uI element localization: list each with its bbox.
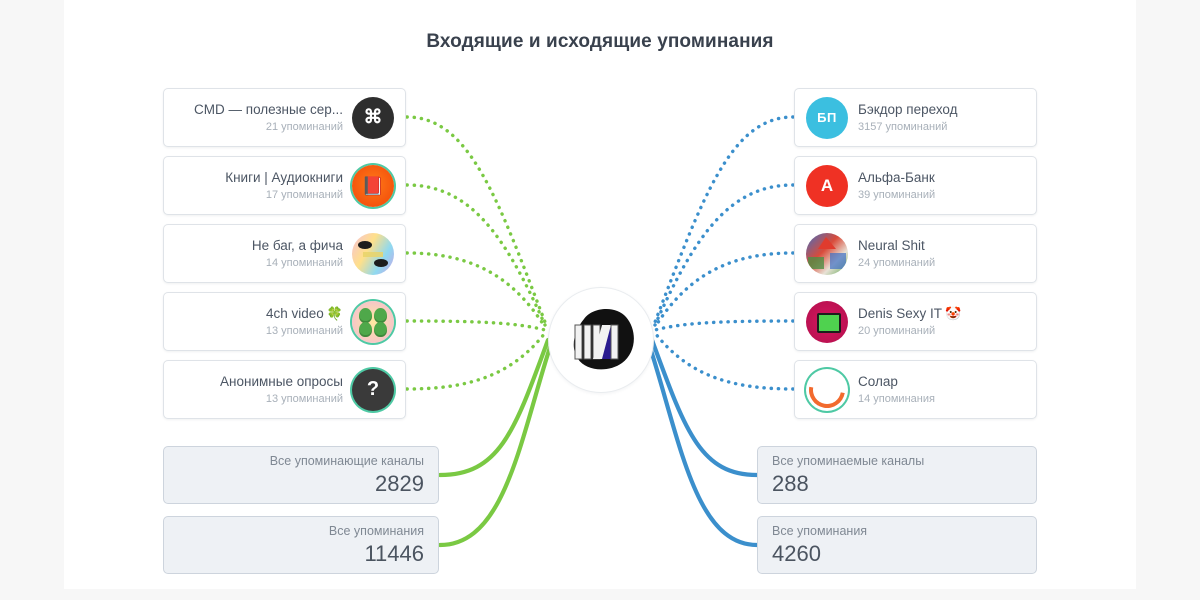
incoming-card-4[interactable]: 4ch video 🍀 13 упоминаний [163, 292, 406, 351]
denis-sexy-it-icon [806, 300, 848, 343]
summary-label: Все упоминания [772, 524, 868, 538]
channel-name: CMD — полезные сер... [194, 101, 343, 117]
channel-name: Denis Sexy IT 🤡 [858, 305, 961, 323]
backdoor-initials: БП [817, 110, 837, 125]
mentions-count: 21 упоминаний [265, 120, 343, 133]
outgoing-card-3[interactable]: Neural Shit 24 упоминаний [794, 224, 1037, 283]
page-gutter-right [1136, 0, 1200, 600]
4ch-video-icon [352, 300, 394, 343]
mentions-count: 17 упоминаний [265, 188, 343, 201]
question-mark-glyph: ? [366, 378, 380, 400]
mentions-count: 13 упоминаний [265, 392, 343, 405]
monitor-shape [806, 301, 848, 343]
incoming-summary-mentions: Все упоминания 11446 [163, 516, 439, 574]
mentions-count: 14 упоминаний [265, 256, 343, 269]
book-glyph: 📕 [361, 175, 385, 196]
page-gutter-left [0, 0, 64, 600]
mentions-count: 13 упоминаний [265, 324, 343, 337]
solar-arc-shape [806, 368, 848, 411]
outgoing-card-5[interactable]: Солар 14 упоминания [794, 360, 1037, 419]
summary-label: Все упоминаемые каналы [772, 454, 925, 468]
bug-shape [358, 240, 388, 267]
summary-label: Все упоминания [328, 524, 424, 538]
mentions-count: 24 упоминаний [858, 256, 936, 269]
center-channel-logo [573, 308, 634, 370]
books-icon: 📕 [352, 164, 394, 207]
card-texts: Бэкдор переход 3157 упоминаний [848, 101, 958, 135]
outgoing-card-1[interactable]: БП Бэкдор переход 3157 упоминаний [794, 88, 1037, 147]
card-texts: CMD — полезные сер... 21 упоминаний [194, 101, 352, 135]
page-gutter-bottom [0, 589, 1200, 600]
mentions-count: 39 упоминаний [858, 188, 936, 201]
center-channel-node[interactable] [548, 287, 654, 393]
outgoing-summary-mentions: Все упоминания 4260 [757, 516, 1037, 574]
anonymous-polls-icon: ? [352, 368, 394, 411]
clover-icon: 🍀 [326, 305, 343, 321]
incoming-card-5[interactable]: Анонимные опросы 13 упоминаний ? [163, 360, 406, 419]
channel-name: Не баг, а фича [251, 237, 343, 253]
outgoing-summary-channels: Все упоминаемые каналы 288 [757, 446, 1037, 504]
channel-name-text: Denis Sexy IT [858, 305, 943, 321]
incoming-card-2[interactable]: Книги | Аудиокниги 17 упоминаний 📕 [163, 156, 406, 215]
card-texts: 4ch video 🍀 13 упоминаний [266, 305, 352, 339]
mentions-count: 20 упоминаний [858, 324, 936, 337]
channel-name: Анонимные опросы [220, 373, 343, 389]
outgoing-card-4[interactable]: Denis Sexy IT 🤡 20 упоминаний [794, 292, 1037, 351]
summary-label: Все упоминающие каналы [269, 454, 424, 468]
summary-value: 4260 [772, 541, 821, 566]
card-texts: Denis Sexy IT 🤡 20 упоминаний [848, 305, 961, 339]
card-texts: Не баг, а фича 14 упоминаний [252, 237, 352, 271]
card-texts: Альфа-Банк 39 упоминаний [848, 169, 935, 203]
collage-shape [808, 236, 846, 269]
channel-name: 4ch video 🍀 [266, 305, 343, 323]
page-title: Входящие и исходящие упоминания [426, 31, 774, 52]
solar-icon [806, 368, 848, 411]
incoming-card-1[interactable]: CMD — полезные сер... 21 упоминаний ⌘ [163, 88, 406, 147]
mentions-count: 3157 упоминаний [858, 120, 948, 133]
outgoing-card-2[interactable]: A Альфа-Банк 39 упоминаний [794, 156, 1037, 215]
card-texts: Neural Shit 24 упоминаний [848, 237, 935, 271]
channel-name: Солар [858, 373, 898, 389]
channel-name: Альфа-Банк [858, 169, 935, 185]
channel-name: Neural Shit [858, 237, 925, 253]
mentions-count: 14 упоминания [858, 392, 935, 405]
card-texts: Книги | Аудиокниги 17 упоминаний [225, 169, 352, 203]
summary-value: 2829 [375, 471, 424, 496]
channel-name: Бэкдор переход [858, 101, 958, 117]
incoming-card-3[interactable]: Не баг, а фича 14 упоминаний [163, 224, 406, 283]
alfa-letter: A [820, 175, 834, 195]
card-texts: Анонимные опросы 13 упоминаний [220, 373, 352, 407]
incoming-summary-channels: Все упоминающие каналы 2829 [163, 446, 439, 504]
bug-feature-icon [352, 232, 394, 275]
channel-name-text: 4ch video [266, 305, 324, 321]
alfa-bank-icon: A [806, 164, 848, 207]
clown-face-icon: 🤡 [945, 305, 962, 321]
channel-name: Книги | Аудиокниги [225, 169, 343, 185]
neural-shit-icon [806, 232, 848, 275]
card-texts: Солар 14 упоминания [848, 373, 935, 407]
cmd-icon: ⌘ [352, 96, 394, 139]
summary-value: 288 [772, 471, 809, 496]
command-glyph: ⌘ [363, 107, 383, 128]
leaves-shape [352, 301, 394, 343]
backdoor-icon: БП [806, 96, 848, 139]
summary-value: 11446 [364, 541, 424, 566]
